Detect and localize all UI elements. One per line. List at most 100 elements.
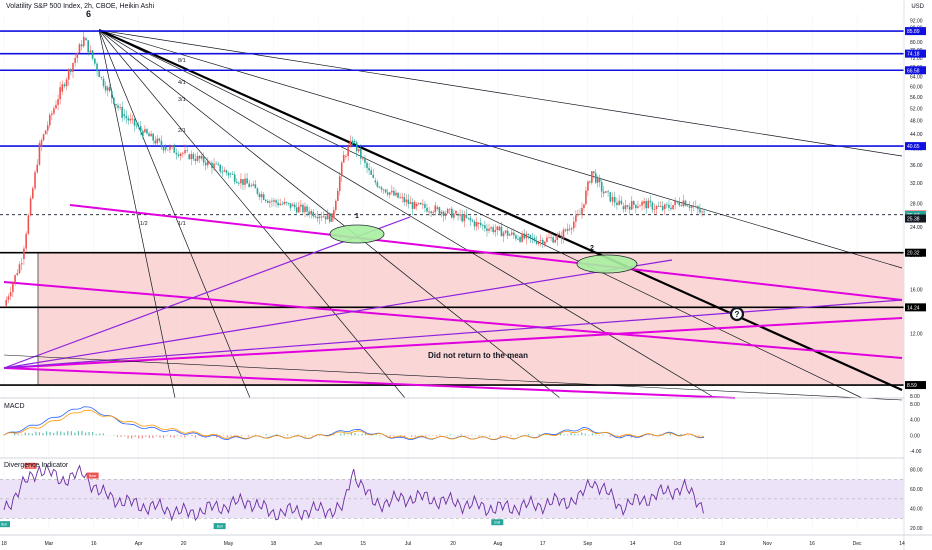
candle-body xyxy=(209,162,211,164)
currency-label[interactable]: USD xyxy=(911,4,924,10)
candle-body xyxy=(329,213,331,222)
gann-fan-line[interactable] xyxy=(98,29,903,157)
candle-body xyxy=(486,228,488,231)
candle-body xyxy=(459,214,461,216)
candle-body xyxy=(53,108,55,114)
candle-body xyxy=(372,174,375,178)
price-tick-label: 12.00 xyxy=(910,332,923,338)
trend-channel-line[interactable] xyxy=(69,204,903,301)
candle-body xyxy=(59,87,61,100)
time-tick-label: 17 xyxy=(540,541,546,547)
candle-body xyxy=(628,206,631,210)
level-price-tag xyxy=(905,303,926,312)
gann-fan-line[interactable] xyxy=(98,29,716,399)
candle-body xyxy=(430,211,432,214)
rising-trend-line[interactable] xyxy=(3,299,903,369)
highlight-ellipse-1[interactable] xyxy=(329,224,385,244)
candle-body xyxy=(152,133,154,141)
rsi-tick-label: 80.00 xyxy=(910,468,923,474)
highlight-ellipse-2[interactable] xyxy=(576,254,638,274)
candle-body xyxy=(117,105,119,108)
candle-body xyxy=(678,202,681,206)
gann-fan-line[interactable] xyxy=(98,29,903,269)
time-tick-label: Jun xyxy=(314,541,322,547)
candle-body xyxy=(262,194,265,200)
candle-body xyxy=(575,215,577,222)
candle-body xyxy=(275,200,277,203)
candle-body xyxy=(246,178,248,184)
question-marker[interactable] xyxy=(729,306,745,322)
candle-body xyxy=(703,211,705,213)
mean-zone xyxy=(38,252,904,386)
candle-body xyxy=(51,113,53,115)
time-tick-label: 18 xyxy=(271,541,277,547)
time-tick-label: 15 xyxy=(360,541,366,547)
candle-body xyxy=(475,222,478,227)
candle-body xyxy=(513,232,515,236)
candle-body xyxy=(338,176,341,191)
candle-body xyxy=(202,156,205,163)
level-price-tag-label: 20.32 xyxy=(907,251,920,257)
gann-fan-line[interactable] xyxy=(98,29,406,399)
price-tick-label: 64.00 xyxy=(910,74,923,80)
candle-body xyxy=(624,205,627,210)
candle-body xyxy=(527,233,530,235)
collapse-icon[interactable]: − xyxy=(912,4,916,10)
candle-body xyxy=(676,201,679,203)
chart-title-text: Volatility S&P 500 Index, 2h, CBOE, Heik… xyxy=(6,3,155,10)
candle-body xyxy=(699,209,701,213)
price-tick-label: 16.00 xyxy=(910,287,923,293)
time-tick-label: 16 xyxy=(91,541,97,547)
candle-body xyxy=(293,204,296,208)
time-tick-label: Nov xyxy=(763,541,772,547)
trend-channel-line[interactable] xyxy=(3,367,736,399)
candle-body xyxy=(498,226,501,231)
gann-fan-line[interactable] xyxy=(98,29,863,399)
candle-body xyxy=(345,156,347,157)
candle-body xyxy=(167,149,169,151)
candle-body xyxy=(260,194,263,198)
level-price-tag xyxy=(905,142,926,151)
rising-trend-line[interactable] xyxy=(3,216,411,369)
candle-body xyxy=(409,202,412,204)
candle-body xyxy=(560,237,563,239)
candle-body xyxy=(413,201,416,209)
divergence-tag-label: Bear xyxy=(89,474,97,478)
macd-label: MACD xyxy=(4,403,25,410)
candle-body xyxy=(42,134,45,141)
candle-body xyxy=(287,202,290,204)
candle-body xyxy=(556,235,559,240)
price-axis-panel[interactable] xyxy=(904,0,932,550)
time-tick-label: Sep xyxy=(583,541,592,547)
rising-trend-line[interactable] xyxy=(3,259,673,369)
trend-channel-line[interactable] xyxy=(3,317,903,369)
macd-tick-label: 0.00 xyxy=(910,433,920,439)
candle-body xyxy=(44,130,47,135)
candle-body xyxy=(349,140,352,147)
candle-body xyxy=(594,173,597,183)
main-downtrend-line[interactable] xyxy=(98,29,903,392)
candle-body xyxy=(438,207,441,214)
candle-body xyxy=(366,162,368,169)
candle-body xyxy=(494,229,497,233)
candle-body xyxy=(492,227,494,233)
chart-title: Volatility S&P 500 Index, 2h, CBOE, Heik… xyxy=(6,3,155,19)
candle-body xyxy=(591,171,593,183)
gann-fan-line[interactable] xyxy=(98,29,251,399)
candle-body xyxy=(98,71,101,78)
candle-body xyxy=(579,214,581,216)
candle-body xyxy=(355,142,358,152)
candle-body xyxy=(175,152,178,155)
candle-body xyxy=(48,114,51,126)
candle-body xyxy=(127,118,130,121)
divergence-tag-label: Bear xyxy=(27,464,35,468)
candle-body xyxy=(397,192,399,198)
candle-body xyxy=(184,150,186,154)
trend-channel-line[interactable] xyxy=(3,281,903,359)
divergence-tag xyxy=(213,523,226,530)
candle-body xyxy=(225,170,228,173)
candle-body xyxy=(312,211,315,217)
candle-body xyxy=(550,237,552,239)
gann-fan-label: 1/1 xyxy=(178,221,186,227)
